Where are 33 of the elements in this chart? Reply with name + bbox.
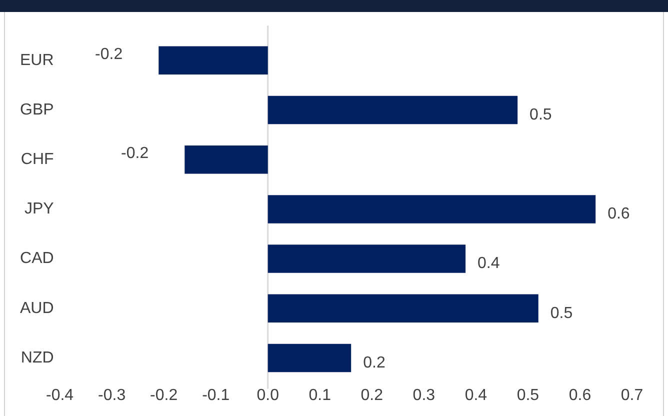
x-tick-label: -0.3 [98, 386, 126, 404]
bar [184, 145, 268, 174]
data-label: 0.6 [608, 206, 630, 223]
y-tick-label: NZD [20, 349, 54, 366]
x-tick-label: -0.1 [202, 386, 230, 404]
x-tick-label: 0.7 [620, 386, 644, 404]
x-tick-label: 0.0 [256, 386, 280, 404]
bar [268, 244, 466, 273]
y-tick-label: EUR [20, 52, 54, 69]
x-tick-label: -0.2 [150, 386, 178, 404]
y-tick-label: CAD [20, 250, 54, 268]
x-tick-label: 0.1 [308, 386, 332, 404]
bar [268, 344, 352, 372]
y-tick-label: AUD [20, 300, 54, 317]
x-tick-label: -0.4 [46, 386, 74, 404]
bar [268, 294, 538, 323]
bar [268, 195, 596, 224]
y-tick-label: GBP [20, 101, 54, 118]
x-tick-label: 0.4 [464, 386, 488, 404]
x-tick-label: 0.5 [516, 386, 540, 404]
x-tick-label: 0.2 [360, 386, 384, 404]
y-tick-label: CHF [20, 151, 54, 168]
data-label: 0.2 [363, 354, 386, 372]
x-tick-label: 0.6 [568, 386, 592, 404]
bar [268, 96, 518, 124]
data-label: -0.2 [95, 46, 123, 63]
y-tick-label: JPY [24, 200, 54, 218]
data-label: 0.5 [530, 106, 552, 124]
x-tick-label: 0.3 [412, 386, 436, 404]
data-label: 0.5 [550, 304, 573, 322]
data-label: -0.2 [121, 145, 149, 162]
bar [158, 46, 268, 75]
data-label: 0.4 [478, 255, 500, 272]
